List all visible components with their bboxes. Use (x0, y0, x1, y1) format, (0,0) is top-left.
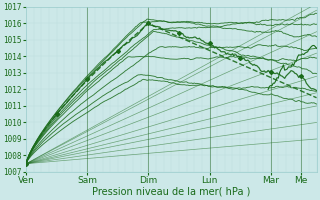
X-axis label: Pression niveau de la mer( hPa ): Pression niveau de la mer( hPa ) (92, 187, 251, 197)
